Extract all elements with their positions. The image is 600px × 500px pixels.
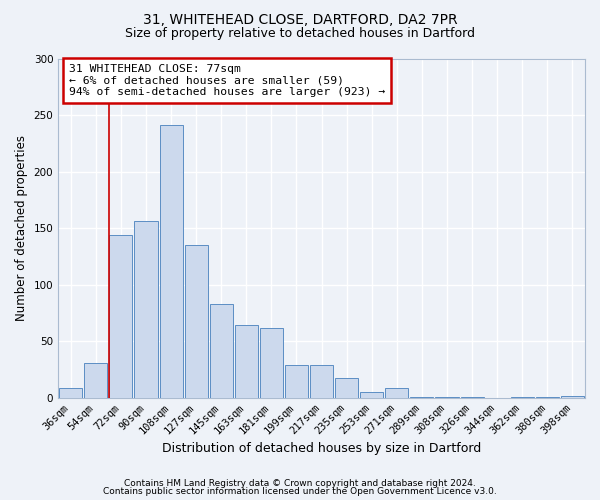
Bar (160, 124, 182, 398)
Bar (235, 324, 258, 398)
Bar (385, 388, 409, 398)
Bar (185, 246, 208, 398)
Text: Size of property relative to detached houses in Dartford: Size of property relative to detached ho… (125, 28, 475, 40)
Bar (561, 396, 584, 398)
Bar (134, 220, 158, 398)
Text: Contains HM Land Registry data © Crown copyright and database right 2024.: Contains HM Land Registry data © Crown c… (124, 478, 476, 488)
Text: 31 WHITEHEAD CLOSE: 77sqm
← 6% of detached houses are smaller (59)
94% of semi-d: 31 WHITEHEAD CLOSE: 77sqm ← 6% of detach… (69, 64, 385, 98)
X-axis label: Distribution of detached houses by size in Dartford: Distribution of detached houses by size … (162, 442, 481, 455)
Bar (335, 378, 358, 398)
Bar (310, 365, 333, 398)
Bar (260, 328, 283, 398)
Bar (360, 392, 383, 398)
Y-axis label: Number of detached properties: Number of detached properties (15, 136, 28, 322)
Bar (410, 397, 433, 398)
Bar (209, 304, 233, 398)
Bar (109, 236, 133, 398)
Bar (536, 397, 559, 398)
Bar (511, 397, 534, 398)
Bar (84, 363, 107, 398)
Bar (285, 365, 308, 398)
Text: 31, WHITEHEAD CLOSE, DARTFORD, DA2 7PR: 31, WHITEHEAD CLOSE, DARTFORD, DA2 7PR (143, 12, 457, 26)
Bar (461, 397, 484, 398)
Bar (59, 388, 82, 398)
Bar (436, 397, 458, 398)
Text: Contains public sector information licensed under the Open Government Licence v3: Contains public sector information licen… (103, 487, 497, 496)
